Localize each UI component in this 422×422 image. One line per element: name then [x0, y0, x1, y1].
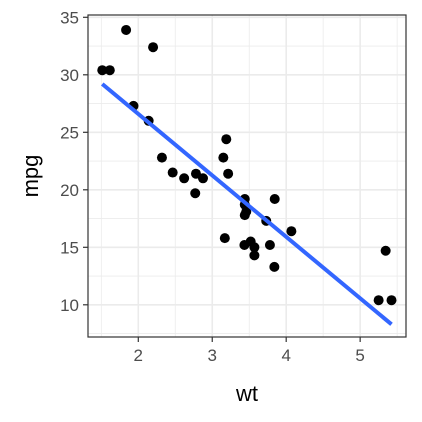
data-point [121, 24, 132, 35]
data-point [104, 65, 115, 76]
data-point [373, 295, 384, 306]
data-point [167, 167, 178, 178]
x-tick-label: 3 [208, 346, 217, 365]
data-point [156, 152, 167, 163]
panel-border [87, 14, 407, 338]
data-point [219, 233, 230, 244]
data-point [386, 295, 397, 306]
data-point [269, 194, 280, 204]
x-tick-label: 4 [281, 346, 290, 365]
grid-minor [88, 15, 406, 337]
y-tick-label: 15 [60, 238, 79, 257]
data-point [380, 245, 391, 256]
x-tick-label: 5 [355, 346, 364, 365]
data-point [190, 188, 201, 199]
y-tick-label: 10 [60, 296, 79, 315]
data-point [223, 168, 234, 179]
y-tick-label: 25 [60, 123, 79, 142]
data-point [218, 152, 229, 163]
data-point [286, 226, 297, 237]
data-point [264, 240, 275, 250]
y-tick-label: 30 [60, 66, 79, 85]
data-point [197, 173, 208, 184]
data-point [221, 134, 232, 145]
data-point [249, 242, 260, 253]
data-point [269, 261, 280, 272]
data-point [249, 250, 260, 261]
x-tick-label: 2 [134, 346, 143, 365]
data-point [179, 173, 190, 184]
data-point [148, 42, 159, 53]
trend-line [100, 82, 393, 326]
y-axis: 10 15 20 25 30 35 [60, 8, 88, 315]
data-point [241, 206, 252, 217]
data-points [97, 24, 397, 306]
x-axis: 2 3 4 5 [134, 337, 365, 365]
x-axis-title: wt [235, 381, 258, 406]
y-tick-label: 20 [60, 181, 79, 200]
data-point [97, 65, 108, 76]
y-axis-title: mpg [18, 155, 43, 198]
y-tick-label: 35 [60, 8, 79, 27]
plot-background [88, 15, 406, 337]
